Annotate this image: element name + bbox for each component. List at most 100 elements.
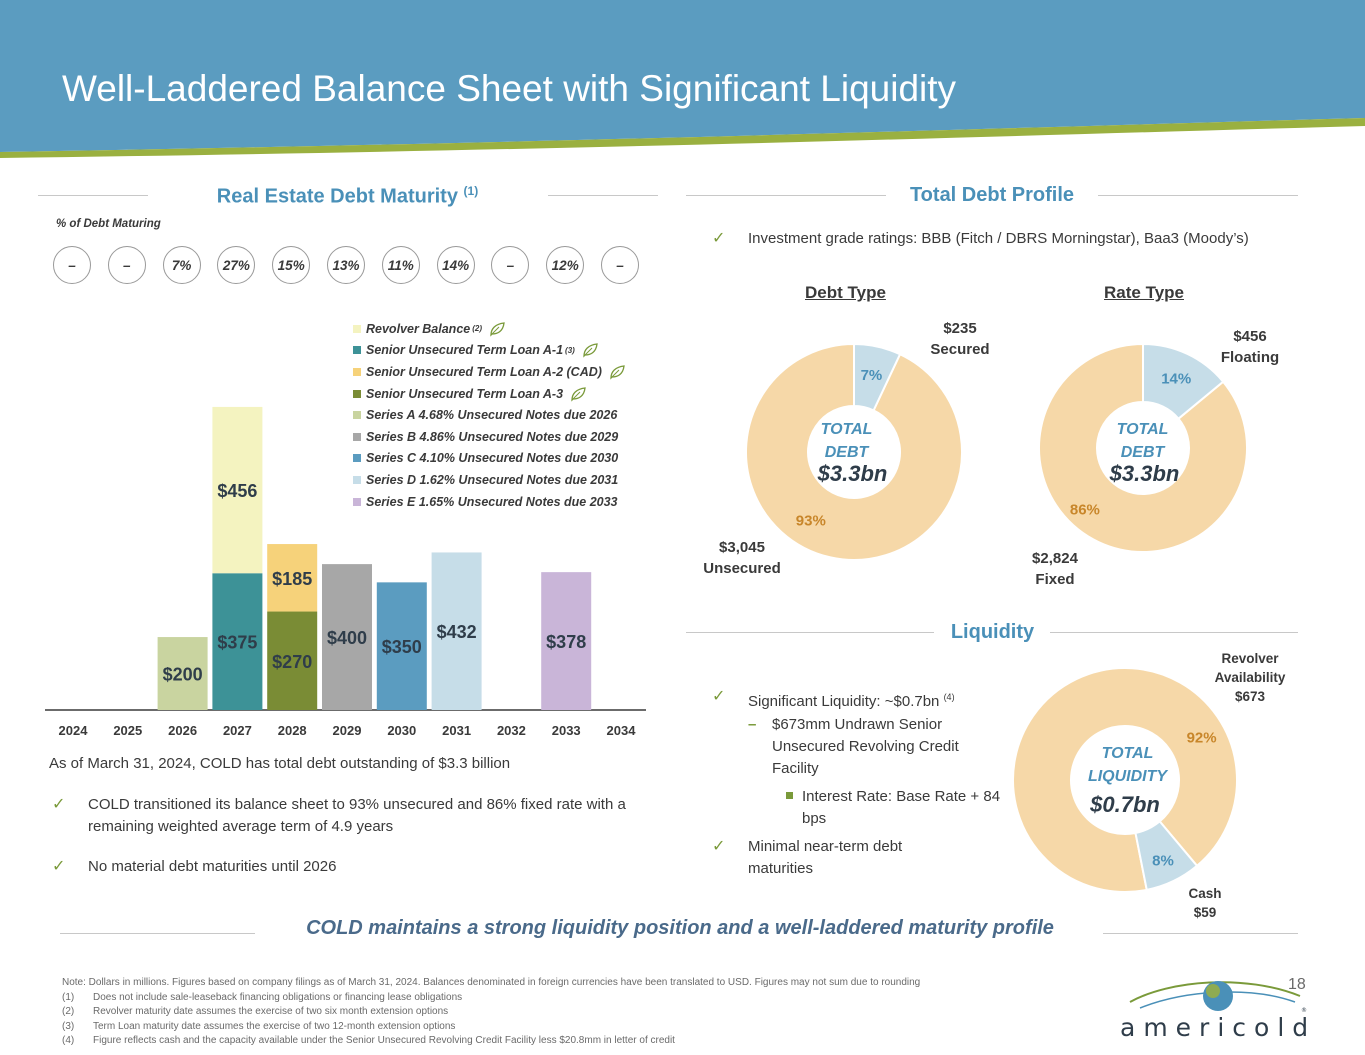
pct-maturing-circle: 13% bbox=[327, 246, 365, 284]
pct-maturing-circle: 11% bbox=[381, 246, 420, 284]
secured-amount: $235 bbox=[943, 320, 977, 337]
revolver-callout-amount: $673 bbox=[1234, 689, 1266, 704]
legend-item: Senior Unsecured Term Loan A-2 (CAD) bbox=[353, 361, 626, 383]
legend-swatch bbox=[353, 497, 361, 506]
legend-label: Series E 1.65% Unsecured Notes due 2033 bbox=[366, 494, 618, 509]
divider bbox=[686, 195, 886, 196]
check-icon: ✓ bbox=[52, 858, 66, 875]
bar-segment bbox=[212, 573, 263, 710]
divider bbox=[548, 195, 658, 196]
donut-slice-label: 86% bbox=[1070, 502, 1100, 519]
debt-type-center-label: TOTAL DEBT bbox=[820, 421, 873, 461]
legend-label: Senior Unsecured Term Loan A-3 bbox=[366, 386, 564, 401]
floating-name: Floating bbox=[1220, 349, 1280, 366]
legend-item: Senior Unsecured Term Loan A-3 bbox=[353, 383, 626, 405]
donut-slice bbox=[853, 342, 902, 412]
legend-swatch bbox=[353, 432, 361, 441]
pct-maturing-circle: – bbox=[53, 246, 91, 284]
cash-callout-name: Cash bbox=[1188, 886, 1222, 901]
liquidity-bullet-1-sup: (4) bbox=[943, 692, 955, 702]
footnote-text: Figure reflects cash and the capacity av… bbox=[93, 1035, 675, 1046]
donut-slice-label: 7% bbox=[861, 367, 883, 384]
divider bbox=[686, 632, 934, 633]
x-tick-label: 2028 bbox=[278, 723, 307, 738]
header-background bbox=[0, 0, 1365, 158]
liquidity-center-label: TOTAL LIQUIDITY bbox=[1087, 745, 1168, 785]
liquidity-sub-2: Interest Rate: Base Rate + 84 bps bbox=[802, 788, 1001, 827]
check-icon: ✓ bbox=[712, 838, 726, 855]
green-leaf-icon bbox=[571, 386, 586, 402]
cash-callout-amount: $59 bbox=[1193, 905, 1217, 920]
legend-swatch bbox=[353, 411, 361, 420]
footnote-number: (2) bbox=[62, 1006, 75, 1017]
page-number: 18 bbox=[1288, 976, 1306, 993]
x-tick-label: 2025 bbox=[113, 723, 142, 738]
debt-type-title: Debt Type bbox=[805, 283, 886, 302]
footnotes: Note: Dollars in millions. Figures based… bbox=[62, 976, 920, 1049]
bar-data-label: $400 bbox=[327, 628, 367, 648]
legend-label: Series C 4.10% Unsecured Notes due 2030 bbox=[366, 451, 619, 466]
x-tick-label: 2027 bbox=[223, 723, 252, 738]
unsecured-callout: $3,045 Unsecured bbox=[692, 537, 792, 579]
dash-icon: – bbox=[748, 716, 757, 733]
donut-slice bbox=[1142, 342, 1225, 421]
check-icon: ✓ bbox=[712, 688, 726, 705]
donut-slice bbox=[1012, 667, 1238, 893]
profile-section-title: Total Debt Profile bbox=[909, 184, 1075, 206]
maturity-chart: 2024 2025 $200 2026 $375 $456 2027 $270 $185 2028… bbox=[40, 300, 660, 750]
legend-item: Series B 4.86% Unsecured Notes due 2029 bbox=[353, 426, 626, 448]
divider bbox=[1103, 933, 1298, 934]
legend-swatch bbox=[353, 367, 361, 376]
liquidity-center-value: $0.7bn bbox=[1090, 792, 1160, 817]
legend-label: Senior Unsecured Term Loan A-1 bbox=[366, 343, 564, 358]
bar-data-label: $200 bbox=[163, 665, 203, 685]
unsecured-amount: $3,045 bbox=[719, 539, 765, 556]
x-tick-label: 2024 bbox=[59, 723, 89, 738]
maturity-title-text: Real Estate Debt Maturity bbox=[216, 185, 458, 208]
legend-label: Series B 4.86% Unsecured Notes due 2029 bbox=[366, 429, 619, 444]
bar-segment bbox=[212, 406, 263, 574]
maturity-bar-chart-svg: 2024 2025 $200 2026 $375 $456 2027 $270 $185 2028… bbox=[45, 406, 646, 738]
donut-slice bbox=[1038, 342, 1248, 553]
pct-maturing-circle: 7% bbox=[162, 246, 201, 284]
legend-sup: (3) bbox=[565, 345, 575, 355]
fixed-callout: $2,824 Fixed bbox=[1015, 548, 1095, 590]
bar-segment bbox=[267, 544, 318, 612]
debt-type-center-value: $3.3bn bbox=[817, 461, 888, 486]
divider bbox=[1050, 632, 1298, 633]
floating-amount: $456 bbox=[1233, 328, 1267, 345]
footnote-number: (1) bbox=[62, 991, 75, 1003]
x-tick-label: 2034 bbox=[607, 723, 637, 738]
x-tick-label: 2030 bbox=[387, 723, 416, 738]
green-leaf-icon bbox=[583, 343, 598, 358]
green-leaf-icon bbox=[490, 322, 505, 337]
divider bbox=[38, 195, 148, 196]
bar-data-label: $432 bbox=[437, 622, 477, 642]
pct-maturing-circle: 12% bbox=[546, 246, 585, 284]
bar-segment bbox=[431, 552, 482, 710]
maturity-bullet-2: No material debt maturities until 2026 bbox=[88, 858, 337, 875]
liquidity-sub-1: $673mm Undrawn Senior Unsecured Revolvin… bbox=[772, 716, 959, 777]
chart-legend: Revolver Balance (2) Senior Unsecured Term… bbox=[353, 318, 626, 512]
rate-type-title: Rate Type bbox=[1104, 283, 1184, 302]
green-leaf-icon bbox=[610, 365, 625, 380]
donut-slice-label: 92% bbox=[1187, 730, 1217, 747]
footnote-row: (2) Revolver maturity date assumes the ex… bbox=[62, 1005, 920, 1020]
pct-maturing-circle: – bbox=[491, 246, 530, 284]
divider bbox=[1098, 195, 1298, 196]
legend-item: Series A 4.68% Unsecured Notes due 2026 bbox=[353, 404, 626, 426]
donut-slice bbox=[1134, 819, 1199, 892]
legend-swatch bbox=[353, 324, 361, 333]
cash-callout: Cash $59 bbox=[1175, 884, 1235, 922]
x-tick-label: 2031 bbox=[442, 723, 471, 738]
footnote-row: (4) Figure reflects cash and the capacity… bbox=[62, 1034, 920, 1049]
donut-slice bbox=[745, 342, 963, 561]
legend-label: Senior Unsecured Term Loan A-2 (CAD) bbox=[366, 364, 602, 379]
legend-label: Series A 4.68% Unsecured Notes due 2026 bbox=[366, 408, 618, 423]
check-icon: ✓ bbox=[712, 230, 726, 247]
footnote-number: (4) bbox=[62, 1035, 75, 1046]
x-tick-label: 2032 bbox=[497, 723, 526, 738]
legend-swatch bbox=[353, 454, 361, 463]
header-banner: Well-Laddered Balance Sheet with Signifi… bbox=[0, 0, 1365, 160]
revolver-callout-line1: Revolver bbox=[1221, 651, 1279, 666]
